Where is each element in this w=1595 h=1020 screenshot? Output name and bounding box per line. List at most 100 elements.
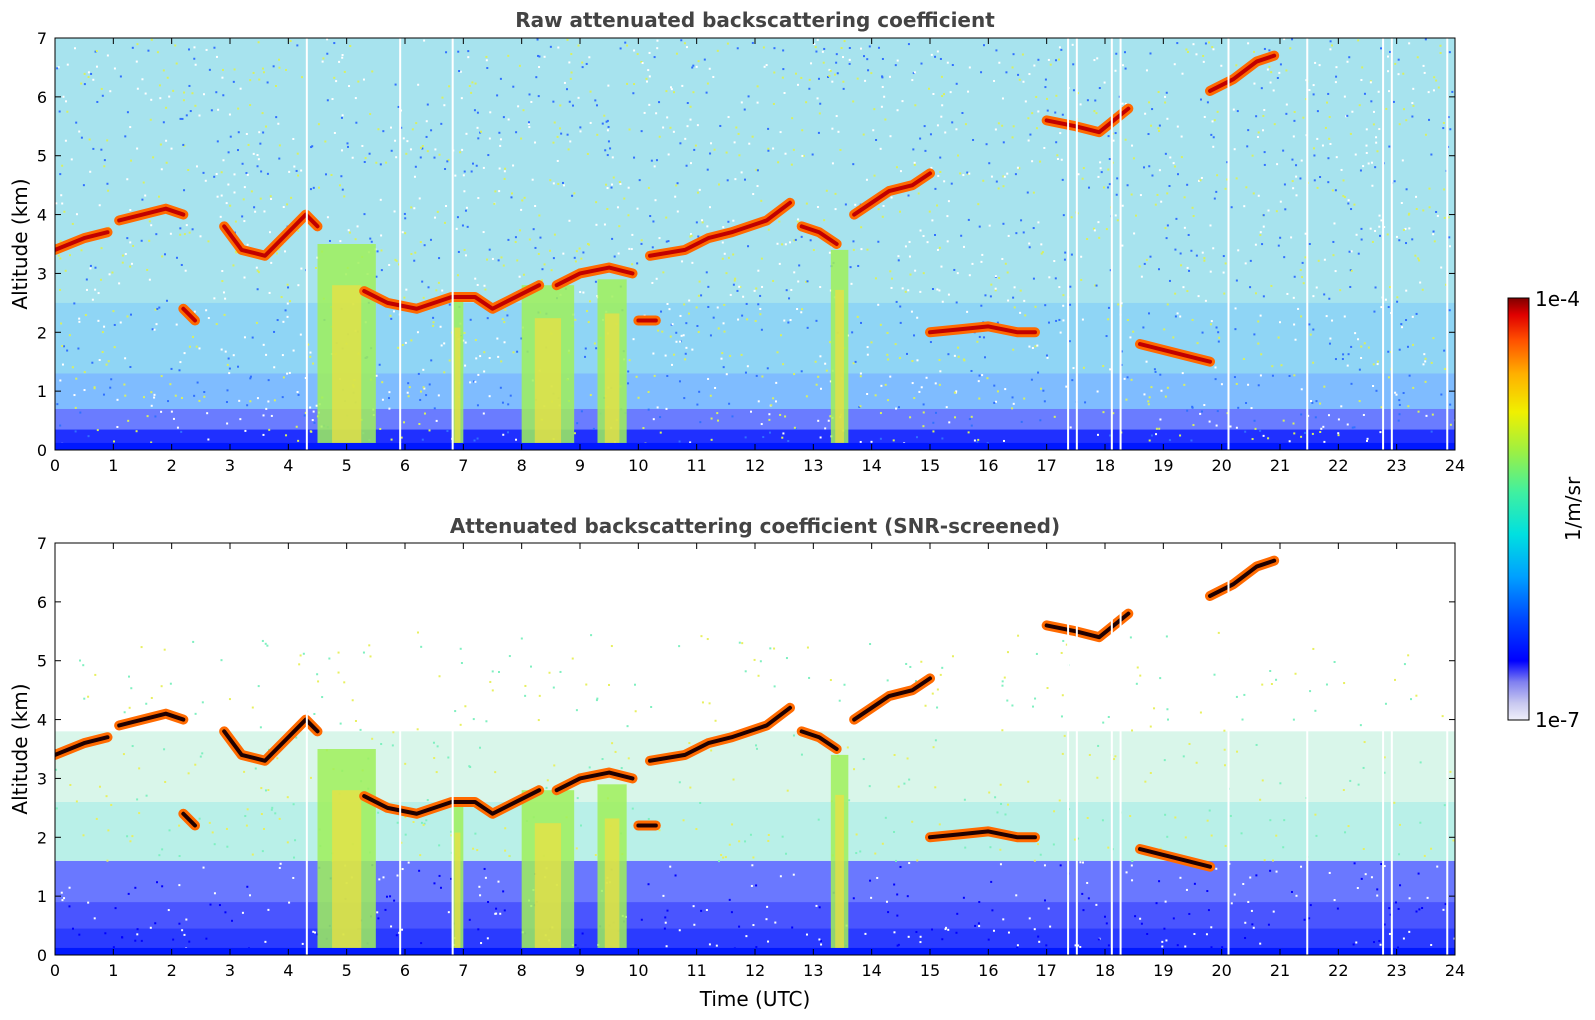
noise-speck [948, 421, 951, 424]
noise-speck [897, 259, 900, 262]
noise-speck [1360, 227, 1363, 230]
noise-speck [1062, 304, 1065, 307]
noise-speck [545, 786, 548, 789]
x-tick-label: 22 [1328, 961, 1348, 980]
noise-speck [1236, 750, 1239, 753]
noise-speck [438, 874, 441, 877]
noise-speck [163, 748, 166, 751]
noise-speck [1071, 379, 1074, 382]
noise-speck [295, 425, 298, 428]
noise-speck [951, 121, 954, 124]
noise-speck [828, 251, 831, 254]
noise-speck [796, 220, 799, 223]
noise-speck [170, 147, 173, 150]
noise-speck [62, 345, 65, 348]
noise-speck [65, 100, 68, 103]
noise-speck [1166, 224, 1169, 227]
noise-speck [729, 293, 732, 296]
noise-speck [1282, 149, 1285, 152]
noise-speck [79, 411, 82, 414]
noise-speck [464, 364, 467, 367]
noise-speck [502, 264, 505, 267]
noise-speck [1159, 373, 1162, 376]
noise-speck [430, 129, 433, 132]
noise-speck [818, 112, 821, 115]
noise-speck [1203, 259, 1206, 262]
noise-speck [1430, 430, 1433, 433]
noise-speck [371, 70, 374, 73]
noise-speck [656, 47, 659, 50]
noise-speck [953, 391, 956, 394]
noise-speck [658, 135, 661, 138]
noise-speck [1379, 943, 1382, 946]
noise-speck [282, 376, 285, 379]
noise-speck [1351, 110, 1354, 113]
noise-speck [819, 387, 822, 390]
noise-speck [1415, 195, 1418, 198]
noise-speck [1331, 44, 1334, 47]
noise-speck [1059, 331, 1062, 334]
noise-speck [110, 803, 113, 806]
noise-speck [1028, 345, 1031, 348]
noise-speck [656, 406, 659, 409]
noise-speck [1256, 136, 1259, 139]
noise-speck [899, 305, 902, 308]
noise-speck [1222, 271, 1225, 274]
noise-speck [905, 662, 908, 665]
noise-speck [967, 218, 970, 221]
noise-speck [75, 121, 78, 124]
noise-speck [1129, 336, 1132, 339]
noise-speck [1146, 932, 1149, 935]
noise-speck [750, 410, 753, 413]
noise-speck [1126, 376, 1129, 379]
noise-speck [814, 46, 817, 49]
x-tick-label: 15 [920, 456, 940, 475]
noise-speck [1159, 677, 1162, 680]
noise-speck [85, 278, 88, 281]
noise-speck [1261, 243, 1264, 246]
noise-speck [938, 383, 941, 386]
noise-speck [1408, 212, 1411, 215]
noise-speck [772, 397, 775, 400]
noise-speck [110, 378, 113, 381]
noise-speck [760, 199, 763, 202]
noise-speck [521, 199, 524, 202]
noise-speck [473, 380, 476, 383]
noise-speck [339, 722, 342, 725]
precipitation-core [835, 794, 844, 955]
panel1-x-ticks: 0 1 2 3 4 5 6 7 8 9 10 11 12 13 14 15 16 17 18 19 20 21 22 23 24 [50, 38, 1465, 475]
noise-speck [87, 435, 90, 438]
noise-speck [194, 763, 197, 766]
noise-speck [606, 187, 609, 190]
noise-speck [135, 430, 138, 433]
noise-speck [887, 358, 890, 361]
noise-speck [478, 746, 481, 749]
noise-speck [491, 670, 494, 673]
noise-speck [516, 350, 519, 353]
noise-speck [63, 210, 66, 213]
noise-speck [459, 647, 462, 650]
noise-speck [382, 876, 385, 879]
noise-speck [83, 72, 86, 75]
noise-speck [664, 354, 667, 357]
noise-speck [312, 362, 315, 365]
noise-speck [709, 152, 712, 155]
noise-speck [368, 644, 371, 647]
noise-speck [633, 156, 636, 159]
noise-speck [456, 274, 459, 277]
noise-speck [903, 782, 906, 785]
noise-speck [631, 233, 634, 236]
noise-speck [707, 305, 710, 308]
noise-speck [1136, 666, 1139, 669]
noise-speck [1417, 872, 1420, 875]
noise-speck [1349, 132, 1352, 135]
noise-speck [668, 308, 671, 311]
noise-speck [911, 382, 914, 385]
noise-speck [463, 331, 466, 334]
noise-speck [779, 413, 782, 416]
noise-speck [224, 911, 227, 914]
noise-speck [241, 162, 244, 165]
noise-speck [407, 382, 410, 385]
noise-speck [815, 904, 818, 907]
noise-speck [1419, 821, 1422, 824]
